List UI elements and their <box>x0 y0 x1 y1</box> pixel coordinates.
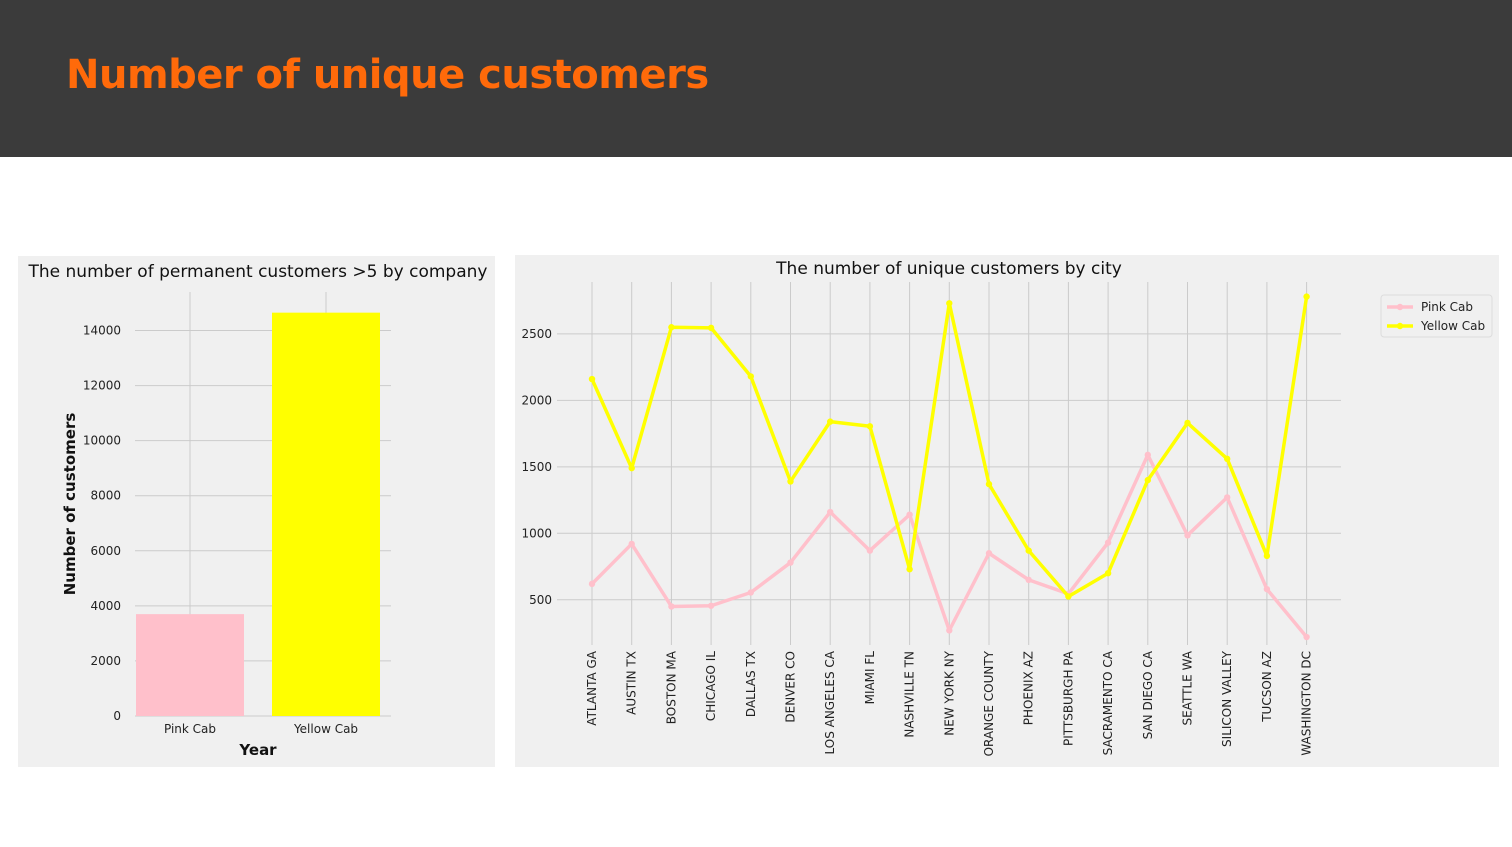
bar-chart: 0 2000 4000 6000 8000 10000 12000 14000 Pink Cab… <box>28 262 488 759</box>
line-xtick-label: WASHINGTON DC <box>1300 651 1314 756</box>
line-xtick-label: NEW YORK NY <box>942 650 956 735</box>
point-pink-cab <box>1104 539 1112 546</box>
line-ytick-label: 1500 <box>521 460 552 474</box>
point-yellow-cab <box>946 300 953 307</box>
point-yellow-cab <box>628 464 635 472</box>
bar-ytick-label: 2000 <box>90 654 121 668</box>
point-yellow-cab <box>1104 569 1112 577</box>
point-yellow-cab <box>985 480 993 488</box>
bar-y-axis-label: Number of customers <box>61 413 79 596</box>
line-ytick-label: 2500 <box>521 327 552 341</box>
legend-marker <box>1396 303 1404 311</box>
line-xtick-label: AUSTIN TX <box>625 651 639 715</box>
point-yellow-cab <box>707 324 715 332</box>
legend-label: Pink Cab <box>1421 300 1473 314</box>
legend-marker <box>1396 322 1404 330</box>
bar-pink-cab <box>136 614 244 716</box>
point-pink-cab <box>1224 494 1231 501</box>
line-xtick-label: CHICAGO IL <box>704 651 718 721</box>
point-pink-cab <box>787 559 794 566</box>
bar-ytick-label: 8000 <box>90 489 121 503</box>
point-yellow-cab <box>1065 593 1072 600</box>
point-yellow-cab <box>588 375 596 383</box>
line-chart-title: The number of unique customers by city <box>775 259 1122 279</box>
point-pink-cab <box>946 627 953 634</box>
line-xtick-label: SEATTLE WA <box>1181 650 1195 725</box>
point-yellow-cab <box>747 373 754 380</box>
point-pink-cab <box>985 550 993 557</box>
bar-ytick-label: 12000 <box>83 379 121 393</box>
line-xtick-label: TUCSON AZ <box>1260 651 1274 723</box>
line-chart-panel: 500 1000 1500 2000 2500 ATLANTA GA AUSTIN TX BO… <box>515 255 1499 767</box>
line-xtick-label: SAN DIEGO CA <box>1141 650 1155 739</box>
line-ytick-label: 1000 <box>521 526 552 540</box>
point-pink-cab <box>747 589 754 596</box>
bar-yellow-cab <box>272 312 380 716</box>
bar-ytick-label: 6000 <box>90 544 121 558</box>
line-xtick-label: PHOENIX AZ <box>1022 651 1036 725</box>
point-yellow-cab <box>906 566 913 573</box>
point-pink-cab <box>906 511 913 518</box>
bar-ytick-label: 10000 <box>83 434 121 448</box>
point-pink-cab <box>827 508 834 516</box>
line-xtick-label: NASHVILLE TN <box>903 651 917 738</box>
point-pink-cab <box>866 547 874 554</box>
point-pink-cab <box>588 580 596 588</box>
slide-header: Number of unique customers <box>0 0 1512 157</box>
bar-chart-title: The number of permanent customers >5 by … <box>28 262 488 282</box>
line-xtick-label: SILICON VALLEY <box>1220 650 1234 747</box>
point-yellow-cab <box>866 423 874 430</box>
line-chart: 500 1000 1500 2000 2500 ATLANTA GA AUSTIN TX BO… <box>521 259 1493 756</box>
bar-x-axis-label: Year <box>238 741 277 759</box>
bar-ytick-label: 14000 <box>83 324 121 338</box>
line-xtick-label: ORANGE COUNTY <box>982 650 996 756</box>
bar-xtick-label: Pink Cab <box>164 722 216 736</box>
point-yellow-cab <box>1025 547 1032 554</box>
point-yellow-cab <box>1224 455 1231 463</box>
point-pink-cab <box>628 540 635 548</box>
line-xtick-label: BOSTON MA <box>664 650 678 724</box>
point-yellow-cab <box>1144 476 1151 484</box>
point-yellow-cab <box>1303 293 1310 300</box>
point-pink-cab <box>1025 576 1032 584</box>
point-pink-cab <box>707 602 715 609</box>
line-xtick-label: SACRAMENTO CA <box>1101 650 1115 755</box>
point-yellow-cab <box>668 324 675 331</box>
bar-ytick-label: 4000 <box>90 599 121 613</box>
point-pink-cab <box>1184 532 1191 539</box>
line-xtick-label: ATLANTA GA <box>585 650 599 725</box>
bar-ytick-label: 0 <box>113 709 121 723</box>
line-ytick-label: 2000 <box>521 393 552 407</box>
slide-title: Number of unique customers <box>66 52 709 98</box>
point-pink-cab <box>668 603 675 610</box>
point-pink-cab <box>1144 451 1151 459</box>
point-pink-cab <box>1303 633 1310 641</box>
line-xtick-label: PITTSBURGH PA <box>1061 650 1075 746</box>
bar-xtick-label: Yellow Cab <box>293 722 358 736</box>
point-yellow-cab <box>1263 552 1271 560</box>
line-xtick-label: MIAMI FL <box>863 651 877 705</box>
line-xtick-label: DALLAS TX <box>744 651 758 717</box>
point-pink-cab <box>1263 585 1271 593</box>
point-yellow-cab <box>827 418 834 425</box>
line-xtick-label: LOS ANGELES CA <box>823 650 837 754</box>
line-xtick-label: DENVER CO <box>784 651 798 723</box>
legend-label: Yellow Cab <box>1420 319 1485 333</box>
bar-chart-panel: 0 2000 4000 6000 8000 10000 12000 14000 Pink Cab… <box>18 256 495 767</box>
line-ytick-label: 500 <box>529 593 552 607</box>
point-yellow-cab <box>787 478 794 485</box>
point-yellow-cab <box>1184 419 1191 427</box>
